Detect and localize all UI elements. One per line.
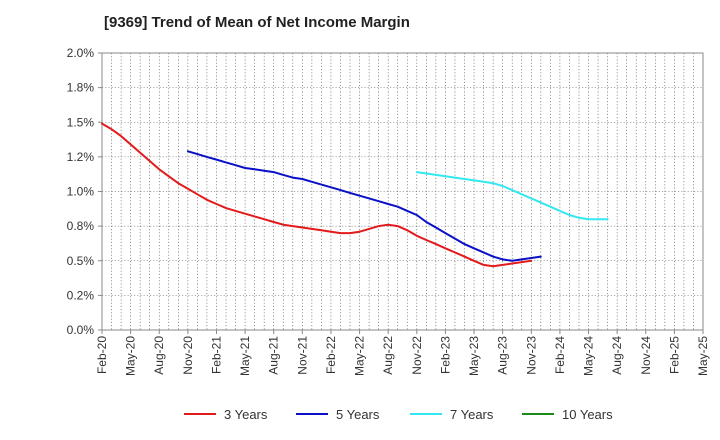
x-tick-label: Nov-20 [181, 336, 195, 375]
y-tick-label: 1.2% [67, 150, 95, 164]
y-tick-label: 1.8% [67, 81, 95, 95]
x-tick-label: May-24 [582, 336, 596, 376]
x-tick-label: May-25 [696, 336, 710, 376]
x-tick-label: Feb-24 [553, 336, 567, 374]
x-tick-label: May-23 [467, 336, 481, 376]
chart-title: [9369] Trend of Mean of Net Income Margi… [104, 14, 410, 31]
y-tick-label: 0.8% [67, 219, 95, 233]
x-tick-label: Aug-23 [496, 336, 510, 375]
x-tick-label: May-21 [238, 336, 252, 376]
x-tick-label: Nov-24 [639, 336, 653, 375]
series-group [101, 122, 609, 268]
legend-label-10-years: 10 Years [562, 407, 613, 422]
y-tick-label: 2.0% [67, 46, 95, 60]
x-tick-label: Feb-20 [95, 336, 109, 374]
y-tick-label: 0.2% [67, 288, 95, 302]
x-tick-label: Aug-20 [152, 336, 166, 375]
x-axis: Feb-20 May-20 Aug-20 Nov-20 Feb-21 May-21 Aug-… [95, 330, 710, 376]
x-tick-label: Feb-25 [667, 336, 681, 374]
x-tick-label: Feb-23 [438, 336, 452, 374]
y-tick-label: 1.5% [67, 115, 95, 129]
legend-label-7-years: 7 Years [450, 407, 494, 422]
y-tick-label: 1.0% [67, 185, 95, 199]
x-tick-label: Aug-24 [610, 336, 624, 375]
y-axis: 0.0% 0.2% 0.5% 0.8% 1.0% 1.2% 1.5% 1.8% 2.0% [67, 46, 102, 337]
legend: 3 Years 5 Years 7 Years 10 Years [184, 407, 613, 422]
grid-lines [102, 52, 703, 330]
x-tick-label: Aug-21 [267, 336, 281, 375]
x-tick-label: May-22 [353, 336, 367, 376]
y-tick-label: 0.0% [67, 323, 95, 337]
series-line-7-years [415, 171, 609, 221]
x-tick-label: Feb-21 [209, 336, 223, 374]
x-tick-label: Aug-22 [381, 336, 395, 375]
series-line-5-years [186, 150, 542, 262]
x-tick-label: Feb-22 [324, 336, 338, 374]
x-tick-label: May-20 [124, 336, 138, 376]
series-line-3-years [101, 122, 533, 268]
legend-label-5-years: 5 Years [336, 407, 380, 422]
x-tick-label: Nov-22 [410, 336, 424, 375]
y-tick-label: 0.5% [67, 254, 95, 268]
x-tick-label: Nov-21 [295, 336, 309, 375]
legend-label-3-years: 3 Years [224, 407, 268, 422]
x-tick-label: Nov-23 [524, 336, 538, 375]
